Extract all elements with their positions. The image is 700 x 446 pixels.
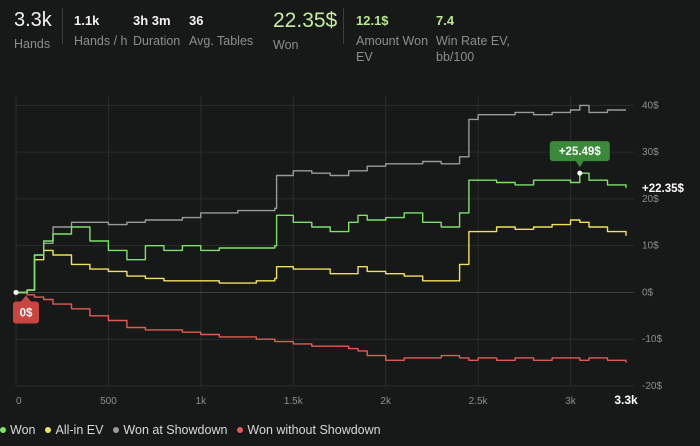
stat-win-rate-ev-label-line1: Win Rate EV, <box>436 34 510 48</box>
x-tick-label: 1k <box>196 396 208 407</box>
legend-dot-icon <box>0 427 6 433</box>
legend-dot-icon <box>45 427 52 433</box>
x-tick-label: 2.5k <box>469 396 489 407</box>
legend-dot-icon <box>113 427 120 433</box>
legend-dot-icon <box>237 427 244 433</box>
stat-won-label: Won <box>273 38 299 52</box>
start-badge <box>13 301 39 324</box>
legend-label: Won at Showdown <box>123 423 228 437</box>
annotations: +25.49$ +22.35$ 0$ <box>13 141 684 324</box>
stat-hands-value: 3.3k <box>14 9 52 31</box>
stat-win-rate-ev-value: 7.4 <box>436 13 455 28</box>
stat-hands-per-hour-label: Hands / h <box>74 34 128 48</box>
x-tick-label: 3.3k <box>614 393 638 407</box>
stats-bar: 3.3k Hands 1.1k Hands / h 3h 3m Duration… <box>0 0 700 80</box>
stat-avg-tables-value: 36 <box>189 13 204 28</box>
x-tick-label: 0 <box>16 396 22 407</box>
x-tick-label: 1.5k <box>284 396 304 407</box>
legend-item-won-without-showdown[interactable]: Won without Showdown <box>237 423 381 437</box>
series-line-won-without-showdown <box>16 291 627 363</box>
stat-avg-tables: 36 Avg. Tables <box>189 10 253 49</box>
legend-label: All-in EV <box>55 423 104 437</box>
x-tick-label: 2k <box>380 396 392 407</box>
stat-amount-won-ev-label: Amount Won EV <box>356 33 428 66</box>
divider <box>343 8 344 44</box>
y-tick-label: 10$ <box>642 241 659 252</box>
stat-duration-label: Duration <box>133 34 181 48</box>
stat-hands-per-hour: 1.1k Hands / h <box>74 10 128 49</box>
stat-win-rate-ev-label-line2: bb/100 <box>436 50 475 65</box>
peak-badge-pointer <box>575 161 584 168</box>
legend-label: Won without Showdown <box>247 423 381 437</box>
stat-duration-value: 3h 3m <box>133 13 171 28</box>
stat-hands: 3.3k Hands <box>14 10 52 52</box>
x-tick-label: 3k <box>565 396 577 407</box>
start-label: 0$ <box>20 307 33 319</box>
final-value-label: +22.35$ <box>642 183 684 195</box>
stat-amount-won-ev-value: 12.1$ <box>356 13 389 28</box>
stat-avg-tables-label: Avg. Tables <box>189 34 254 48</box>
grid <box>15 96 634 387</box>
series-line-won <box>16 172 627 294</box>
peak-badge <box>549 141 610 162</box>
legend-item-won-at-showdown[interactable]: Won at Showdown <box>113 423 227 437</box>
peak-marker <box>577 170 583 176</box>
legend-item-won[interactable]: Won <box>0 423 35 437</box>
y-tick-label: 0$ <box>642 287 654 298</box>
y-tick-label: -20$ <box>642 381 662 392</box>
start-marker <box>13 289 19 295</box>
peak-label: +25.49$ <box>559 146 601 158</box>
series-line-all-in-ev <box>16 219 627 294</box>
profit-chart: +25.49$+22.35$0$ 40$30$20$10$0$-10$-20$ … <box>13 96 684 407</box>
stat-duration: 3h 3m Duration <box>133 10 180 49</box>
y-tick-label: -10$ <box>642 334 662 345</box>
stat-amount-won-ev-label-line1: Amount Won <box>356 34 429 48</box>
y-tick-label: 20$ <box>642 194 659 205</box>
stat-won-value: 22.35$ <box>273 9 338 32</box>
series <box>16 104 627 363</box>
stat-amount-won-ev-label-line2: EV <box>356 50 373 65</box>
stat-amount-won-ev: 12.1$ Amount Won EV <box>356 10 428 66</box>
series-line-won-at-showdown <box>16 104 626 294</box>
x-axis: 0 500 1k 1.5k 2k 2.5k 3k 3.3k <box>16 393 638 407</box>
stat-hands-label: Hands <box>14 37 51 51</box>
y-axis: 40$ 30$ 20$ 10$ 0$ -10$ -20$ <box>642 100 662 392</box>
legend-item-all-in-ev[interactable]: All-in EV <box>45 423 103 437</box>
legend-label: Won <box>10 423 36 437</box>
stat-hands-per-hour-value: 1.1k <box>74 13 100 28</box>
legend: Won All-in EV Won at Showdown Won without S… <box>0 420 391 440</box>
start-badge-pointer <box>21 295 31 302</box>
x-tick-label: 500 <box>100 396 117 407</box>
stat-win-rate-ev-label: Win Rate EV, bb/100 <box>436 33 510 66</box>
y-tick-label: 40$ <box>642 100 659 111</box>
stat-win-rate-ev: 7.4 Win Rate EV, bb/100 <box>436 10 510 66</box>
y-tick-label: 30$ <box>642 147 659 158</box>
stat-won: 22.35$ Won <box>273 10 337 53</box>
divider <box>62 8 63 44</box>
